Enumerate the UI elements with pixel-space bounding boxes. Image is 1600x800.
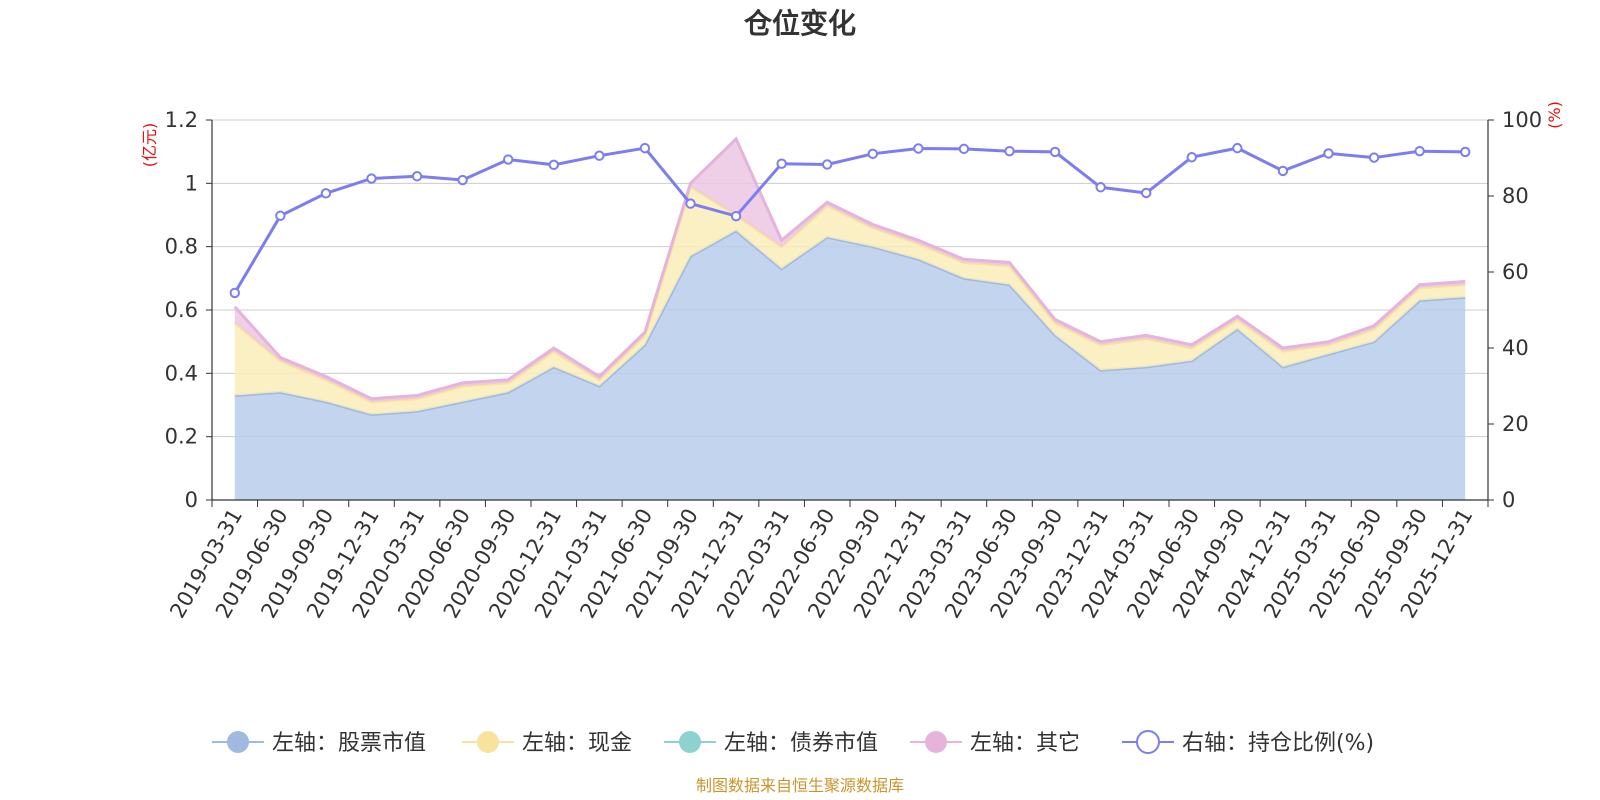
left-tick-label: 0.4	[165, 361, 198, 385]
right-tick-label: 0	[1502, 488, 1515, 512]
legend-item[interactable]: 右轴：持仓比例(%)	[1122, 730, 1374, 756]
ratio-point	[275, 210, 286, 221]
legend-marker-icon	[1136, 730, 1160, 754]
ratio-point	[776, 158, 787, 169]
ratio-point	[1004, 145, 1015, 157]
right-tick-label: 100	[1502, 108, 1542, 132]
ratio-point	[1232, 142, 1243, 154]
area-series	[233, 136, 1466, 501]
ratio-point	[1186, 152, 1197, 163]
left-tick-label: 0.8	[165, 235, 198, 259]
ratio-point	[867, 148, 878, 160]
legend-label: 左轴：股票市值	[272, 731, 426, 756]
right-tick-label: 20	[1502, 412, 1529, 436]
ratio-point	[1414, 145, 1425, 157]
ratio-point	[685, 198, 696, 209]
ratio-point	[229, 287, 240, 299]
left-tick-label: 1	[185, 171, 198, 195]
ratio-point	[320, 188, 332, 199]
ratio-point	[822, 159, 833, 170]
ratio-point	[1460, 146, 1471, 158]
ratio-point	[411, 171, 423, 182]
ratio-point	[1323, 148, 1334, 159]
legend-label: 左轴：债券市值	[724, 731, 878, 756]
ratio-point	[594, 150, 605, 161]
left-tick-label: 0	[185, 488, 198, 512]
legend-marker-icon	[477, 731, 499, 753]
right-tick-label: 60	[1502, 260, 1529, 284]
ratio-line-path	[233, 146, 1466, 294]
ratio-point	[366, 173, 377, 184]
right-tick-label: 40	[1502, 336, 1529, 360]
legend: 左轴：股票市值 左轴：现金 左轴：债券市值 左轴：其它 右轴：持仓比例(%)	[212, 730, 1374, 756]
area-左轴：现金	[234, 186, 1466, 415]
ratio-point	[457, 174, 468, 186]
legend-marker-icon	[925, 731, 947, 753]
legend-marker-icon	[679, 731, 701, 753]
ratio-point	[1368, 152, 1380, 163]
legend-marker-icon	[227, 731, 249, 753]
legend-label: 左轴：其它	[970, 731, 1080, 756]
data-source-note: 制图数据来自恒生聚源数据库	[696, 776, 904, 795]
ratio-point	[639, 142, 651, 154]
left-tick-label: 0.6	[165, 298, 198, 322]
legend-item[interactable]: 左轴：其它	[910, 731, 1080, 756]
ratio-point	[1049, 146, 1061, 158]
right-tick-label: 80	[1502, 184, 1529, 208]
area-edge-左轴：其它	[233, 136, 1466, 401]
legend-item[interactable]: 左轴：现金	[462, 731, 632, 756]
ratio-point	[958, 143, 970, 155]
right-axis-unit: (%)	[1545, 101, 1564, 129]
ratio-point	[913, 143, 924, 154]
legend-label: 右轴：持仓比例(%)	[1182, 731, 1374, 756]
legend-item[interactable]: 左轴：债券市值	[664, 731, 878, 756]
chart-title: 仓位变化	[744, 7, 856, 40]
left-tick-label: 1.2	[165, 108, 198, 132]
ratio-point	[1277, 165, 1289, 177]
ratio-point	[1095, 182, 1106, 193]
legend-item[interactable]: 左轴：股票市值	[212, 731, 426, 756]
legend-label: 左轴：现金	[522, 731, 632, 756]
ratio-point	[503, 154, 514, 165]
left-tick-label: 0.2	[165, 425, 198, 449]
left-axis-unit: (亿元)	[140, 123, 159, 168]
area-左轴：股票市值	[234, 230, 1466, 501]
holding-ratio-line	[229, 142, 1471, 299]
ratio-point	[548, 159, 559, 171]
ratio-point	[730, 210, 742, 222]
ratio-point	[1141, 187, 1152, 199]
